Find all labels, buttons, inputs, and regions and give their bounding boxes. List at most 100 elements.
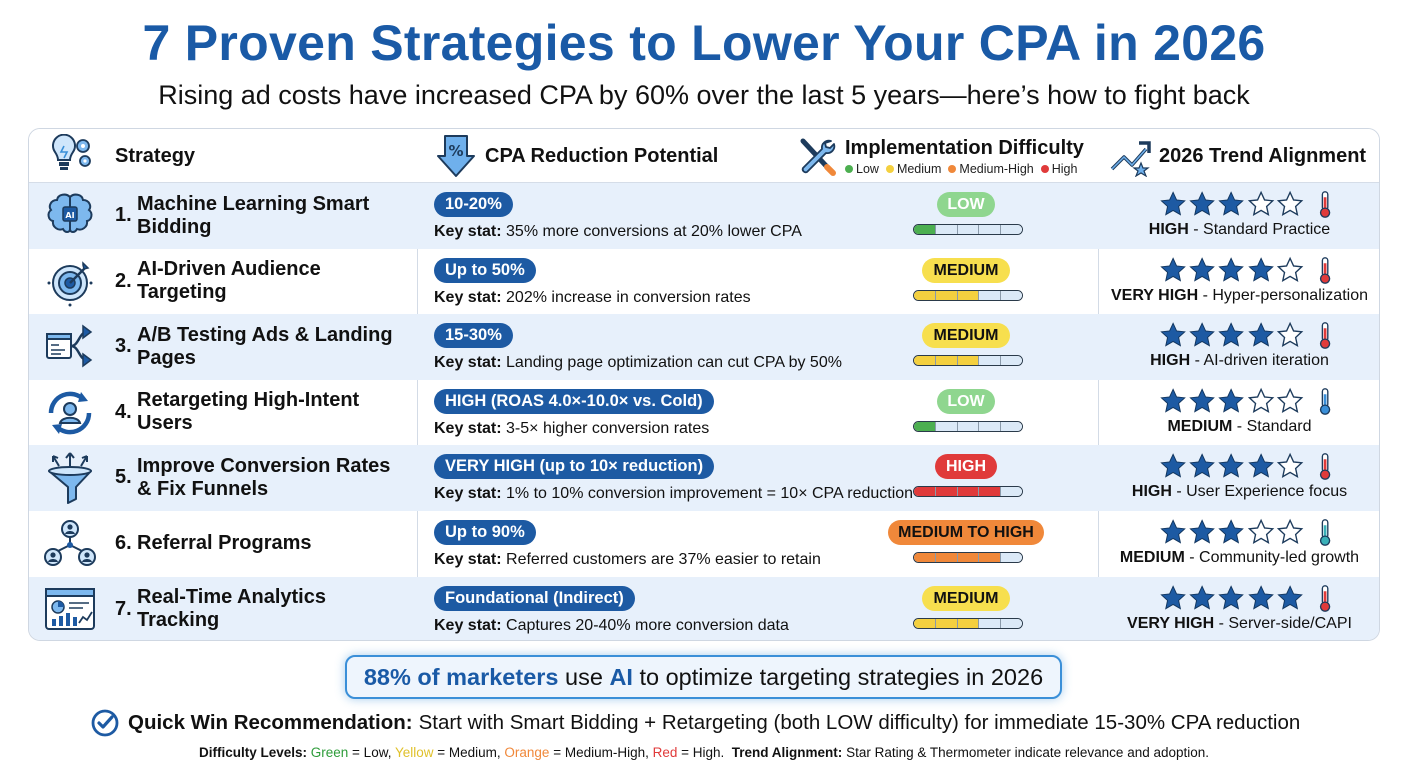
star-filled-icon	[1160, 322, 1186, 347]
key-stat-value: 1% to 10% conversion improvement = 10× C…	[506, 485, 914, 503]
brain-chip-icon: AI	[43, 189, 97, 243]
star-filled-icon	[1189, 387, 1216, 413]
star-filled-icon	[1218, 453, 1245, 478]
key-stat-label: Key stat:	[434, 419, 502, 437]
star-filled-icon	[1189, 453, 1216, 478]
wrench-screwdriver-icon	[800, 138, 836, 176]
strategy-number: 2.	[115, 269, 132, 292]
cpa-reduction-pill: VERY HIGH (up to 10× reduction)	[434, 454, 715, 480]
table-row: 6. Referral Programs Up to 90% Key stat:…	[29, 511, 1379, 577]
strategy-number: 7.	[115, 597, 132, 620]
footer-eq-medium: = Medium,	[433, 745, 505, 760]
footer-legend: Difficulty Levels: Green = Low, Yellow =…	[0, 745, 1408, 760]
thermometer-icon	[1319, 256, 1331, 284]
footer-eq-mh: = Medium-High,	[549, 745, 653, 760]
quick-win-text: Start with Smart Bidding + Retargeting (…	[418, 711, 1301, 734]
trend-level: HIGH	[1131, 483, 1172, 501]
table-row: 3. A/B Testing Ads & Landing Pages 15-30…	[29, 314, 1379, 380]
key-stat-value: Landing page optimization can cut CPA by…	[506, 354, 842, 372]
difficulty-bar-segment	[957, 487, 980, 497]
header-trend-label: 2026 Trend Alignment	[1159, 144, 1367, 167]
star-empty-icon	[1247, 518, 1274, 544]
trend-chart-star-icon	[1110, 141, 1151, 177]
trend-text: Community-led growth	[1199, 549, 1360, 566]
header-strategy: Strategy	[45, 129, 195, 183]
strategy-name: 1. Machine Learning Smart Bidding	[115, 183, 415, 248]
key-stat: Key stat: Captures 20-40% more conversio…	[434, 617, 789, 635]
funnel-icon	[43, 451, 97, 505]
difficulty-badge: MEDIUM	[922, 323, 1010, 349]
difficulty-bar	[913, 355, 1023, 367]
column-divider	[1098, 129, 1099, 640]
callout-mid: use	[565, 664, 603, 690]
difficulty-bar-segment	[1001, 421, 1022, 431]
key-stat: Key stat: 3-5× higher conversion rates	[434, 420, 709, 438]
ab-test-icon	[43, 320, 97, 374]
difficulty-bar-segment	[914, 290, 936, 300]
target-icon	[43, 255, 97, 309]
difficulty-bar-segment	[979, 290, 1002, 300]
thermometer-icon	[1319, 453, 1331, 481]
header-difficulty-label: Implementation Difficulty	[845, 136, 1084, 159]
difficulty-bar-segment	[979, 421, 1002, 431]
star-filled-icon	[1160, 256, 1186, 282]
key-stat-label: Key stat:	[434, 485, 502, 503]
trend-level: MEDIUM	[1119, 549, 1185, 566]
strategy-label: Retargeting High-Intent Users	[137, 389, 360, 435]
trend-alignment: HIGH - Standard Practice	[1148, 221, 1331, 238]
table-row: 4. Retargeting High-Intent Users HIGH (R…	[29, 380, 1379, 446]
legend-medium-high: Medium-High	[959, 161, 1034, 176]
trend-star-rating	[1159, 452, 1339, 481]
table-row: 5. Improve Conversion Rates & Fix Funnel…	[29, 445, 1379, 511]
footer-trend-text: Star Rating & Thermometer indicate relev…	[846, 745, 1210, 760]
strategy-label: Real-Time Analytics Tracking	[137, 586, 326, 632]
footer-red: Red	[652, 745, 678, 760]
trend-star-rating	[1159, 584, 1339, 613]
table-row: 2. AI-Driven Audience Targeting Up to 50…	[29, 249, 1379, 315]
strategy-table: Strategy % CPA Reduction Potential Imple…	[28, 128, 1380, 641]
key-stat-label: Key stat:	[434, 354, 502, 372]
star-filled-icon	[1218, 322, 1245, 347]
trend-level: VERY HIGH	[1127, 614, 1215, 632]
star-filled-icon	[1189, 322, 1216, 347]
difficulty-legend: Low Medium Medium-High High	[845, 162, 1084, 176]
difficulty-bar-segment	[979, 487, 1002, 497]
table-row: 7. Real-Time Analytics Tracking Foundati…	[29, 576, 1379, 640]
table-header: Strategy % CPA Reduction Potential Imple…	[29, 129, 1379, 183]
trend-star-rating	[1159, 256, 1339, 285]
strategy-label: A/B Testing Ads & Landing Pages	[137, 323, 393, 369]
trend-alignment: VERY HIGH - Hyper-personalization	[1111, 286, 1368, 304]
strategy-label: Improve Conversion Rates & Fix Funnels	[137, 454, 391, 500]
difficulty-bar-segment	[935, 553, 958, 562]
strategy-label: AI-Driven Audience Targeting	[137, 258, 321, 304]
star-filled-icon	[1247, 256, 1274, 282]
star-filled-icon	[1218, 584, 1245, 610]
footer-green: Green	[310, 745, 349, 760]
referral-network-icon	[43, 517, 97, 571]
trend-level: HIGH	[1148, 221, 1189, 238]
difficulty-bar-segment	[914, 421, 936, 431]
star-filled-icon	[1218, 519, 1245, 544]
star-filled-icon	[1160, 453, 1186, 478]
cpa-reduction-pill: Up to 50%	[434, 257, 536, 283]
difficulty-badge: LOW	[937, 388, 995, 414]
difficulty-badge: HIGH	[935, 454, 997, 480]
star-filled-icon	[1218, 387, 1245, 413]
difficulty-bar-segment	[957, 225, 980, 234]
difficulty-bar-segment	[979, 356, 1002, 366]
star-filled-icon	[1160, 191, 1186, 216]
star-filled-icon	[1160, 387, 1186, 413]
table-row: AI 1. Machine Learning Smart Bidding 10-…	[29, 183, 1379, 249]
star-empty-icon	[1247, 387, 1274, 413]
star-empty-icon	[1276, 190, 1303, 216]
key-stat-label: Key stat:	[434, 616, 502, 634]
difficulty-bar	[913, 552, 1023, 563]
difficulty-bar-segment	[1001, 487, 1022, 497]
strategy-label: Machine Learning Smart Bidding	[137, 192, 370, 238]
key-stat-label: Key stat:	[434, 551, 502, 568]
difficulty-bar-segment	[914, 618, 936, 628]
strategy-name: 5. Improve Conversion Rates & Fix Funnel…	[115, 445, 415, 510]
key-stat-value: 202% increase in conversion rates	[506, 288, 751, 306]
difficulty-bar-segment	[957, 421, 980, 431]
star-filled-icon	[1247, 322, 1274, 347]
